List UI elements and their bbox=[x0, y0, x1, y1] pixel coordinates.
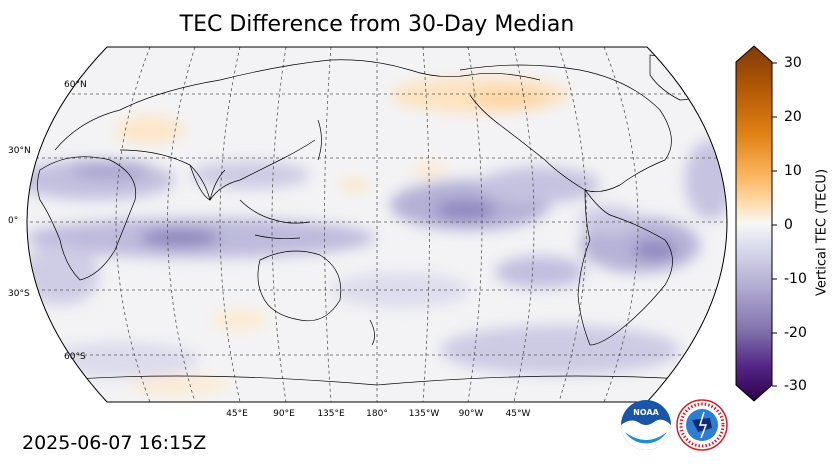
timestamp: 2025-06-07 16:15Z bbox=[22, 432, 207, 454]
lon-label: 45°W bbox=[505, 409, 531, 419]
colorbar-tick: 30 bbox=[784, 55, 802, 71]
lat-label: 60°N bbox=[64, 80, 87, 90]
lat-label: 0° bbox=[8, 216, 19, 226]
noaa-logo: NOAA bbox=[621, 400, 671, 450]
colorbar-tick: 20 bbox=[784, 109, 802, 125]
map-title: TEC Difference from 30-Day Median bbox=[179, 12, 575, 37]
agency-logos: NOAA bbox=[621, 399, 728, 451]
noaa-logo-text: NOAA bbox=[633, 408, 659, 417]
lon-label: 135°W bbox=[408, 409, 440, 419]
colorbar-tick: -10 bbox=[784, 271, 807, 287]
colorbar-tick: -20 bbox=[784, 325, 807, 341]
tec-field bbox=[27, 47, 727, 402]
nws-logo bbox=[676, 399, 728, 451]
coastlines bbox=[37, 54, 711, 386]
graticule bbox=[27, 47, 727, 402]
lon-label: 180° bbox=[366, 409, 388, 419]
colorbar bbox=[735, 45, 777, 402]
lon-label: 90°W bbox=[458, 409, 484, 419]
lon-label: 90°E bbox=[273, 409, 295, 419]
lat-label: 30°S bbox=[8, 289, 30, 299]
lon-label: 135°E bbox=[317, 409, 345, 419]
colorbar-label: Vertical TEC (TECU) bbox=[814, 168, 830, 297]
colorbar-tick: -30 bbox=[784, 378, 807, 394]
lon-label: 45°E bbox=[226, 409, 248, 419]
lat-label: 60°S bbox=[64, 352, 86, 362]
lat-label: 30°N bbox=[8, 146, 31, 156]
colorbar-tick: 10 bbox=[784, 163, 802, 179]
colorbar-tick: 0 bbox=[784, 217, 793, 233]
